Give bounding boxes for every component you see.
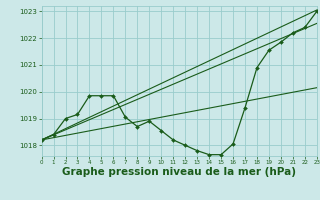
X-axis label: Graphe pression niveau de la mer (hPa): Graphe pression niveau de la mer (hPa) — [62, 167, 296, 177]
